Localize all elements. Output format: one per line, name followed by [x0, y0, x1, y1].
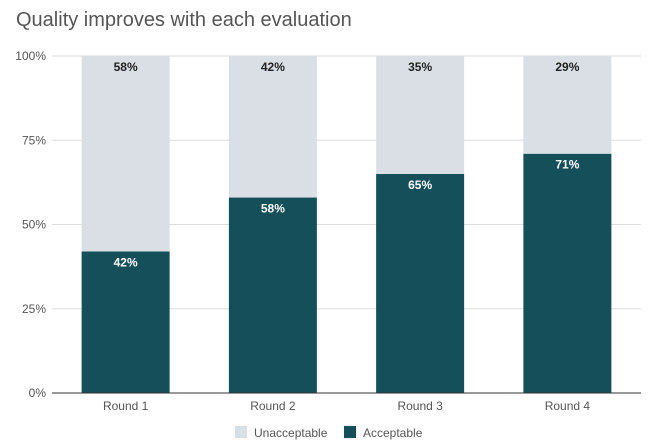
data-label-unacceptable: 42%	[261, 60, 285, 74]
legend-label: Acceptable	[363, 426, 423, 440]
legend-label: Unacceptable	[254, 426, 328, 440]
data-label-unacceptable: 29%	[555, 60, 579, 74]
bar-unacceptable-3	[376, 56, 465, 174]
y-tick-label: 0%	[29, 386, 47, 400]
bar-acceptable-1	[81, 251, 170, 393]
y-tick-label: 75%	[22, 133, 46, 147]
axes: 0% 25% 50% 75% 100% Round 1 Round 2 Round 3 Roun…	[15, 49, 641, 413]
bar-unacceptable-1	[81, 56, 170, 252]
legend-item-unacceptable: Unacceptable	[235, 426, 328, 440]
chart-title: Quality improves with each evaluation	[16, 9, 352, 31]
x-tick-label: Round 2	[250, 399, 296, 413]
bar-acceptable-4	[523, 153, 612, 393]
legend: Unacceptable Acceptable	[235, 426, 423, 440]
data-label-acceptable: 65%	[408, 178, 432, 192]
data-label-acceptable: 71%	[555, 158, 579, 172]
bars	[81, 56, 612, 393]
x-tick-label: Round 4	[545, 399, 591, 413]
bar-unacceptable-2	[228, 56, 317, 198]
bar-acceptable-3	[376, 173, 465, 393]
data-label-unacceptable: 58%	[114, 60, 138, 74]
bar-acceptable-2	[228, 197, 317, 393]
data-labels: 42% 58% 58% 42% 65% 35% 71% 29%	[114, 60, 580, 269]
x-tick-label: Round 3	[397, 399, 443, 413]
y-tick-label: 50%	[22, 218, 46, 232]
y-tick-label: 25%	[22, 302, 46, 316]
data-label-acceptable: 42%	[114, 255, 138, 269]
legend-swatch	[344, 426, 356, 438]
data-label-acceptable: 58%	[261, 202, 285, 216]
x-tick-label: Round 1	[103, 399, 149, 413]
y-tick-label: 100%	[15, 49, 46, 63]
data-label-unacceptable: 35%	[408, 60, 432, 74]
legend-item-acceptable: Acceptable	[344, 426, 423, 440]
legend-swatch	[235, 426, 247, 438]
bar-unacceptable-4	[523, 56, 612, 154]
